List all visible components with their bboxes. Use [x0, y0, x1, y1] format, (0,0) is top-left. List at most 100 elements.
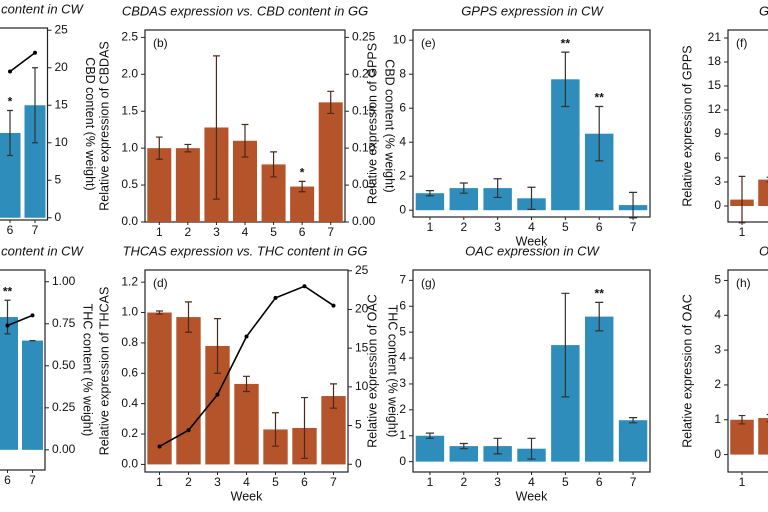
error-bar — [155, 136, 163, 160]
y-tick-label: 0 — [714, 447, 721, 461]
x-tick-label: 3 — [214, 475, 221, 489]
y-tick-label: 6 — [399, 298, 406, 312]
bar — [730, 419, 754, 455]
x-axis-label: Week — [516, 489, 548, 503]
y-tick-label: 0.4 — [121, 396, 138, 410]
bar — [618, 420, 648, 462]
error-bar — [330, 383, 337, 409]
y-tick-label: 0.2 — [121, 426, 138, 440]
panel-label: (g) — [421, 276, 436, 290]
plot-frame — [0, 27, 49, 221]
bar — [415, 193, 445, 211]
y-tick-label: 2.0 — [121, 66, 138, 80]
panel-label: (e) — [421, 36, 436, 50]
panel-title: OAC expression in CW — [465, 243, 600, 258]
y-tick-label: 0.8 — [121, 335, 138, 349]
y-tick-label: 0.5 — [121, 177, 138, 191]
x-tick-label: 1 — [739, 225, 746, 239]
error-bar — [425, 190, 434, 197]
line-point — [30, 313, 35, 318]
error-bar — [595, 301, 604, 332]
significance-mark: ** — [3, 284, 13, 298]
error-bar — [213, 55, 220, 200]
y-tick-label: 0.00 — [52, 442, 76, 456]
error-bar — [270, 151, 277, 178]
panel-label: (f) — [736, 36, 747, 50]
bar — [318, 102, 343, 222]
y-tick-label: 6 — [714, 150, 721, 164]
y-tick-label: 9 — [714, 126, 721, 140]
y-tick-label: 21 — [708, 30, 722, 44]
y2-axis-label: CBD content (% weight) — [383, 59, 397, 192]
bar — [234, 383, 259, 465]
content-line — [9, 52, 36, 73]
bar — [415, 435, 445, 462]
error-bar — [738, 414, 746, 425]
y-tick-label: 6 — [399, 100, 406, 114]
y-tick-label: 1.00 — [52, 274, 76, 288]
error-bar — [629, 417, 638, 424]
x-tick-label: 6 — [299, 225, 306, 239]
y-tick-label: 15 — [708, 78, 722, 92]
panel-title: GPPS expression in CW — [461, 3, 604, 18]
x-tick-label: 2 — [185, 475, 192, 489]
y-tick-label: 1.2 — [121, 274, 138, 288]
bar — [449, 188, 479, 211]
line-point — [157, 444, 162, 449]
x-tick-label: 7 — [327, 225, 334, 239]
y2-tick-label: 5 — [355, 418, 362, 432]
y2-tick-label: 0.00 — [352, 214, 376, 228]
y2-tick-label: 20 — [355, 302, 369, 316]
panel-title: CBDAS expression vs. CBD content in GG — [122, 3, 368, 18]
y-tick-label: 3 — [399, 376, 406, 390]
line-point — [186, 428, 191, 433]
x-tick-label: 5 — [270, 225, 277, 239]
y-tick-label: 1.0 — [121, 305, 138, 319]
error-bar — [738, 175, 746, 224]
y-tick-label: 4 — [714, 307, 721, 321]
y-tick-label: 0.6 — [121, 365, 138, 379]
error-bar — [185, 301, 192, 333]
bar — [449, 446, 479, 462]
x-tick-label: 5 — [562, 475, 569, 489]
x-tick-label: 6 — [301, 475, 308, 489]
y2-tick-label: 0.25 — [352, 30, 376, 44]
x-tick-label: 2 — [460, 475, 467, 489]
x-tick-label: 6 — [596, 475, 603, 489]
x-tick-label: 7 — [32, 223, 39, 237]
error-bar — [156, 310, 163, 315]
y-tick-label: 5 — [714, 273, 721, 287]
error-bar — [32, 67, 38, 144]
x-tick-label: 4 — [243, 475, 250, 489]
bar — [758, 179, 768, 206]
panel-label: (d) — [153, 276, 168, 290]
error-bar — [272, 412, 279, 447]
y-tick-label: 2.5 — [121, 30, 138, 44]
bar — [22, 340, 43, 450]
x-tick-label: 1 — [156, 475, 163, 489]
x-tick-label: 7 — [330, 475, 337, 489]
x-tick-label: 4 — [242, 225, 249, 239]
error-bar — [459, 442, 468, 450]
x-tick-label: 2 — [185, 225, 192, 239]
error-bar — [241, 123, 249, 158]
x-tick-label: 5 — [272, 475, 279, 489]
y-tick-label: 1 — [399, 428, 406, 442]
y-axis-label: Relative expression of GPPS — [680, 45, 694, 206]
y-tick-label: 2 — [399, 402, 406, 416]
bar — [24, 105, 46, 218]
line-point — [215, 392, 220, 397]
x-axis-label: Week — [516, 234, 548, 248]
bar — [0, 317, 18, 450]
plot-frame — [727, 29, 768, 223]
error-bar — [629, 191, 638, 219]
plot-frame — [0, 269, 46, 471]
error-bar — [527, 437, 536, 460]
y2-tick-label: 0.20 — [352, 66, 376, 80]
error-bar — [298, 180, 306, 193]
bar — [290, 186, 315, 222]
error-bar — [243, 375, 250, 393]
y-axis-label: Relative expression of CBDAS — [97, 41, 111, 211]
y-tick-label: 1.5 — [121, 103, 138, 117]
